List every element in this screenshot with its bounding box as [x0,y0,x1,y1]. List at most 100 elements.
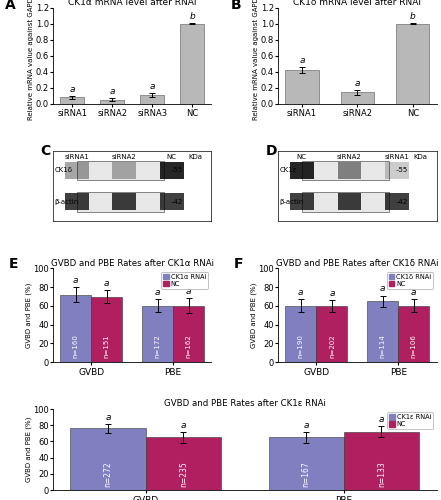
Text: a: a [299,56,305,65]
Bar [269,438,344,490]
Bar [180,24,204,103]
Text: D: D [265,144,277,158]
Bar [385,193,409,210]
Bar [302,160,389,180]
Text: a: a [73,276,78,285]
Text: B: B [231,0,241,12]
Bar [142,306,173,362]
Text: n=162: n=162 [186,334,192,358]
Text: F: F [234,257,243,271]
Text: siRNA1: siRNA1 [64,154,89,160]
Bar [71,428,146,490]
Text: A: A [5,0,16,12]
Bar [367,301,398,362]
Bar [337,162,361,179]
Text: a: a [411,288,417,297]
Text: CK1ε: CK1ε [280,168,297,173]
Y-axis label: GVBD and PBE (%): GVBD and PBE (%) [25,417,32,482]
Title: GVBD and PBE Rates after CK1α RNAi: GVBD and PBE Rates after CK1α RNAi [51,258,214,268]
Text: a: a [149,82,155,91]
Bar [60,294,91,362]
Text: a: a [186,287,191,296]
Text: b: b [189,12,195,20]
Bar [316,306,348,362]
Bar [341,92,374,104]
Text: a: a [69,84,75,94]
Text: a: a [329,289,335,298]
Text: siRNA2: siRNA2 [112,154,137,160]
Y-axis label: Relative mRNA value against GAPDH: Relative mRNA value against GAPDH [253,0,259,120]
Bar [285,306,316,362]
Text: β-actin: β-actin [280,198,304,204]
Bar [146,438,221,490]
Text: n=133: n=133 [377,461,386,487]
Text: n=235: n=235 [179,461,188,487]
Title: GVBD and PBE Rates after CK1ε RNAi: GVBD and PBE Rates after CK1ε RNAi [164,400,326,408]
Text: a: a [303,420,309,430]
Y-axis label: GVBD and PBE (%): GVBD and PBE (%) [25,282,32,348]
Text: n=190: n=190 [298,334,304,358]
Text: n=114: n=114 [380,334,386,358]
Text: a: a [104,278,109,287]
Text: –55: –55 [396,168,407,173]
Text: β-actin: β-actin [55,198,79,204]
Bar [77,160,164,180]
Text: b: b [410,12,415,20]
Bar [100,100,124,103]
Text: n=106: n=106 [411,334,417,358]
Bar [91,296,122,362]
Text: a: a [355,79,360,88]
Bar [302,192,389,212]
Bar [160,193,184,210]
Bar [65,193,89,210]
Text: a: a [379,415,384,424]
Text: siRNA2: siRNA2 [337,154,362,160]
Bar [160,162,184,179]
Text: –55: –55 [170,168,183,173]
Bar [60,97,84,103]
Bar [385,162,409,179]
Title: GVBD and PBE Rates after CK1δ RNAi: GVBD and PBE Rates after CK1δ RNAi [276,258,438,268]
Text: C: C [40,144,50,158]
Bar [290,193,314,210]
Bar [112,193,136,210]
Text: –42: –42 [396,198,407,204]
Text: a: a [180,420,186,430]
Bar [77,192,164,212]
Bar [396,24,430,103]
Text: n=172: n=172 [155,334,161,358]
Text: a: a [155,288,161,297]
Text: CK1δ: CK1δ [55,168,72,173]
Title: CK1δ mRNA level after RNAi: CK1δ mRNA level after RNAi [293,0,421,6]
Text: a: a [109,88,115,96]
Bar [173,306,204,362]
Text: E: E [8,257,18,271]
Y-axis label: GVBD and PBE (%): GVBD and PBE (%) [250,282,257,348]
Bar [65,162,89,179]
Bar [140,95,164,104]
Bar [290,162,314,179]
Text: a: a [298,288,303,297]
Text: NC: NC [297,154,307,160]
Text: n=151: n=151 [104,334,110,358]
Text: KDa: KDa [414,154,428,160]
Y-axis label: Relative mRNA value against GAPDH: Relative mRNA value against GAPDH [28,0,34,120]
Bar [112,162,136,179]
Text: a: a [380,284,385,293]
Title: CK1α mRNA level after RNAi: CK1α mRNA level after RNAi [68,0,196,6]
Text: n=167: n=167 [302,461,311,487]
Text: siRNA1: siRNA1 [385,154,409,160]
Bar [285,70,318,103]
Text: n=272: n=272 [104,461,112,487]
Text: n=202: n=202 [329,334,335,358]
Bar [398,306,430,362]
Legend: CK1δ RNAi, NC: CK1δ RNAi, NC [387,272,433,289]
Text: a: a [105,412,111,422]
Text: KDa: KDa [189,154,202,160]
Legend: CK1α RNAi, NC: CK1α RNAi, NC [161,272,208,289]
Text: n=160: n=160 [73,334,78,358]
Legend: CK1ε RNAi, NC: CK1ε RNAi, NC [388,412,433,430]
Bar [337,193,361,210]
Text: –42: –42 [170,198,183,204]
Bar [344,432,419,490]
